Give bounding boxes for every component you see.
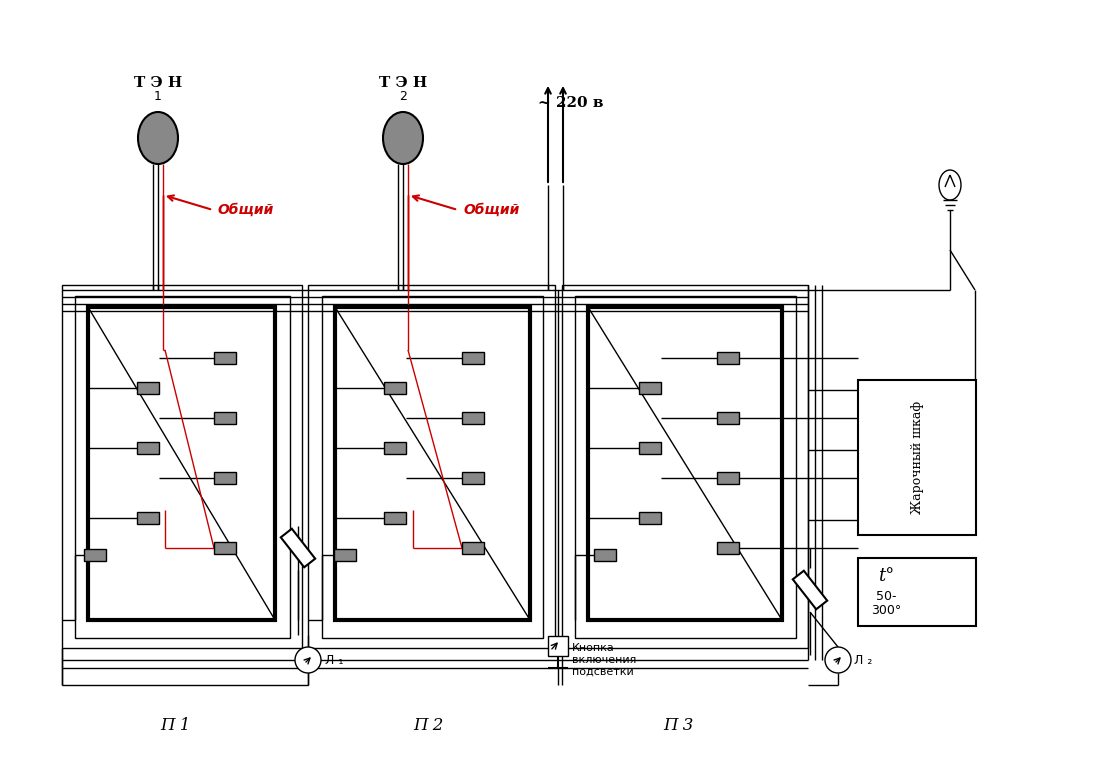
Bar — [335, 307, 530, 620]
Bar — [595, 549, 615, 561]
Text: 1: 1 — [154, 91, 162, 103]
Bar — [793, 571, 827, 609]
Bar — [281, 529, 315, 567]
Bar — [84, 549, 106, 561]
Bar — [214, 352, 236, 364]
Bar — [462, 542, 484, 554]
Ellipse shape — [383, 112, 423, 164]
Bar — [462, 352, 484, 364]
Text: Л ₁: Л ₁ — [325, 654, 344, 666]
Bar — [588, 307, 782, 620]
Circle shape — [825, 647, 851, 673]
Bar — [462, 412, 484, 424]
Text: Л ₂: Л ₂ — [854, 654, 872, 666]
Bar — [62, 285, 302, 648]
Bar — [858, 380, 975, 535]
Bar — [548, 636, 568, 656]
Bar — [858, 558, 975, 626]
Bar — [214, 412, 236, 424]
Ellipse shape — [939, 170, 961, 200]
Bar — [88, 307, 275, 620]
Text: Жарочный шкаф: Жарочный шкаф — [911, 401, 924, 514]
Bar — [334, 549, 356, 561]
Bar — [639, 382, 661, 394]
Bar — [717, 542, 739, 554]
Bar — [575, 296, 796, 638]
Bar — [137, 442, 159, 454]
Bar — [137, 382, 159, 394]
Bar — [308, 285, 555, 648]
Bar — [384, 512, 406, 524]
Bar — [137, 512, 159, 524]
Bar — [639, 442, 661, 454]
Bar — [717, 352, 739, 364]
Bar — [717, 412, 739, 424]
Text: П 1: П 1 — [160, 716, 190, 734]
Bar — [321, 296, 543, 638]
Bar — [639, 512, 661, 524]
Text: П 3: П 3 — [663, 716, 694, 734]
Bar — [384, 382, 406, 394]
Text: Общий: Общий — [464, 203, 520, 217]
Text: Кнопка: Кнопка — [573, 643, 614, 653]
Ellipse shape — [138, 112, 178, 164]
Text: 2: 2 — [399, 91, 407, 103]
Bar — [75, 296, 290, 638]
Bar — [462, 472, 484, 484]
Circle shape — [295, 647, 321, 673]
Text: 50-: 50- — [875, 590, 896, 602]
Bar — [214, 472, 236, 484]
Bar — [717, 472, 739, 484]
Text: включения: включения — [573, 655, 636, 665]
Text: t°: t° — [877, 567, 894, 585]
Text: П 2: П 2 — [413, 716, 444, 734]
Bar — [562, 285, 808, 648]
Text: 300°: 300° — [871, 604, 901, 616]
Bar — [214, 542, 236, 554]
Text: Т Э Н: Т Э Н — [134, 76, 182, 90]
Bar — [384, 442, 406, 454]
Text: Т Э Н: Т Э Н — [379, 76, 427, 90]
Text: ~ 220 в: ~ 220 в — [538, 96, 603, 110]
Text: подсветки: подсветки — [573, 667, 634, 677]
Text: Общий: Общий — [218, 203, 274, 217]
